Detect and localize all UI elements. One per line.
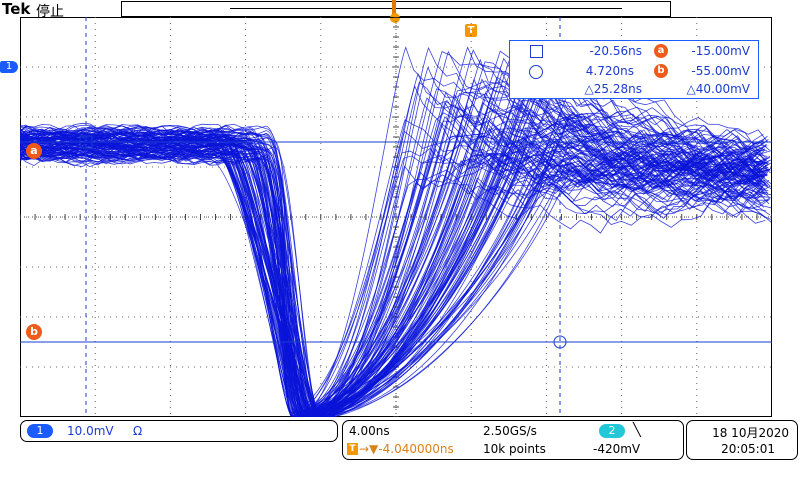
waveform-trace xyxy=(20,112,767,417)
channel-1-offset-marker[interactable]: 1 xyxy=(0,61,18,73)
waveform-traces xyxy=(20,46,772,417)
cursor-time-delta: △25.28ns xyxy=(584,82,642,96)
cursor-readout-panel: -20.56ns a -15.00mV 4.720ns b -55.00mV △… xyxy=(509,40,759,99)
time-per-division: 4.00ns xyxy=(349,424,390,438)
square-cursor-icon xyxy=(530,45,543,58)
trigger-source-badge[interactable]: 2 xyxy=(599,424,625,438)
waveform-trace xyxy=(20,72,767,416)
trigger-icon: T xyxy=(347,443,358,455)
cursor-a-icon: a xyxy=(654,44,668,58)
waveform-trace xyxy=(20,113,768,417)
record-view-line xyxy=(230,8,622,9)
channel-1-impedance: Ω xyxy=(133,424,143,438)
waveform-trace xyxy=(20,93,768,416)
waveform-display[interactable] xyxy=(20,17,772,417)
waveform-trace xyxy=(20,102,772,417)
channel-1-badge[interactable]: 1 xyxy=(27,424,53,438)
waveform-trace xyxy=(20,134,772,417)
cursor-b-marker[interactable]: b xyxy=(26,324,42,340)
brand-logo: Tek xyxy=(2,0,31,18)
cursor-a-voltage: -15.00mV xyxy=(691,44,750,58)
record-view-position[interactable] xyxy=(392,0,396,17)
cursor-b-icon: b xyxy=(654,64,668,78)
trigger-level-marker[interactable]: T xyxy=(465,24,477,37)
waveform-trace xyxy=(20,130,769,415)
waveform-trace xyxy=(20,128,764,416)
cursor-a-marker[interactable]: a xyxy=(26,143,42,159)
circle-cursor-icon xyxy=(529,65,543,79)
trigger-level: -420mV xyxy=(593,442,641,456)
waveform-trace xyxy=(20,151,766,417)
trigger-slope-icon: ╲ xyxy=(633,423,641,438)
waveform-trace xyxy=(20,130,763,417)
waveform-trace xyxy=(20,71,768,417)
trigger-delay: →▼-4.040000ns xyxy=(359,442,454,456)
cursor-voltage-delta: △40.00mV xyxy=(686,82,750,96)
time-text: 20:05:01 xyxy=(721,442,775,456)
channel-settings-box[interactable]: 1 10.0mV Ω xyxy=(20,420,338,442)
acquisition-settings-box[interactable]: 4.00ns 2.50GS/s T →▼-4.040000ns 10k poin… xyxy=(342,420,684,460)
waveform-trace xyxy=(20,134,766,417)
waveform-trace xyxy=(20,127,768,417)
sample-rate: 2.50GS/s xyxy=(483,424,537,438)
cursor-b-voltage: -55.00mV xyxy=(691,64,750,78)
record-length: 10k points xyxy=(483,442,546,456)
channel-1-scale: 10.0mV xyxy=(67,424,114,438)
cursor-1-square-handle[interactable] xyxy=(79,135,93,149)
waveform-trace xyxy=(20,146,766,413)
date-text: 18 10月2020 xyxy=(712,426,789,440)
waveform-trace xyxy=(20,131,769,417)
cursor1-time: -20.56ns xyxy=(589,44,642,58)
waveform-trace xyxy=(20,142,766,417)
cursor2-time: 4.720ns xyxy=(585,64,634,78)
datetime-box: 18 10月2020 20:05:01 xyxy=(686,420,798,460)
waveform-trace xyxy=(20,135,771,415)
cursor-2-circle-handle[interactable] xyxy=(553,335,567,349)
acquisition-status[interactable]: 停止 xyxy=(36,4,64,20)
